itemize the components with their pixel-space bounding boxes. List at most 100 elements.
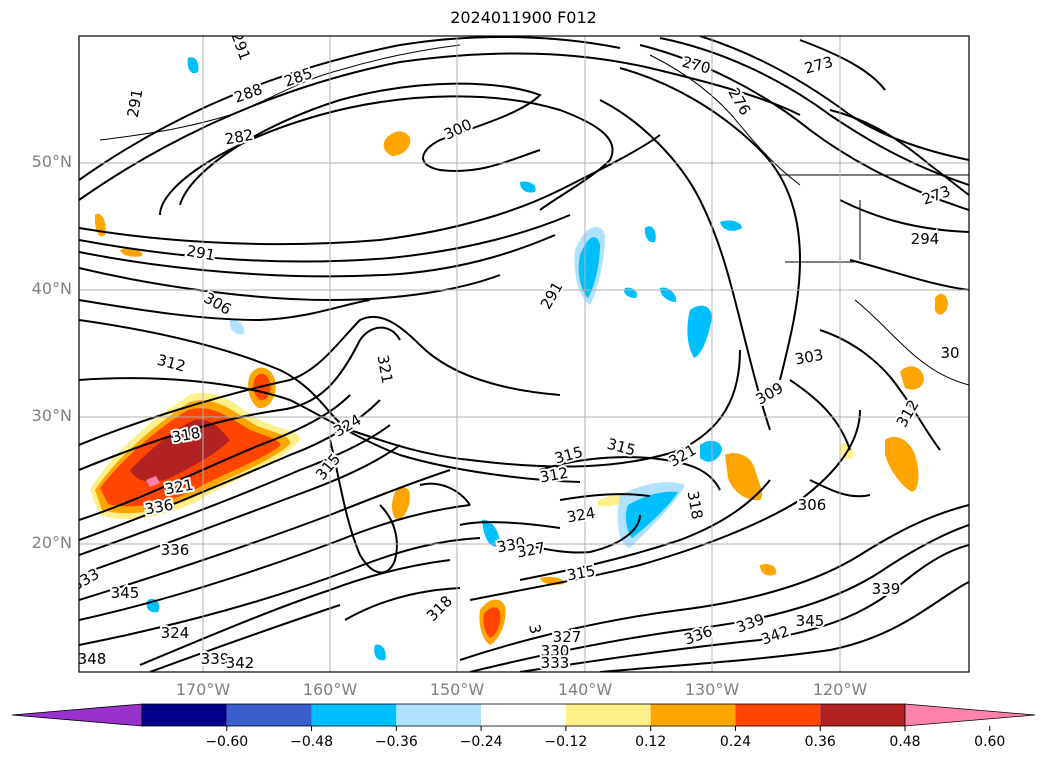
lat-label-50n: 50°N (31, 152, 72, 171)
contour-label: 270 (680, 53, 712, 78)
contour-label-halo: 345 (796, 612, 825, 630)
contour-label: 330 (495, 534, 526, 557)
shaded-negative-regions (146, 57, 742, 661)
contour-label-halo: 324 (161, 624, 190, 642)
contour-label: 312 (155, 351, 187, 376)
contour-label-halo: 339 (201, 650, 230, 668)
colorbar-tick-label: 0.36 (804, 734, 836, 750)
colorbar-tick-label: −0.36 (374, 734, 418, 750)
contour-label: 318 (170, 424, 201, 447)
contour-label-halo: 342 (226, 654, 255, 672)
colorbar (11, 703, 1036, 731)
colorbar-segment (820, 704, 905, 726)
contour-label: 291 (227, 30, 254, 63)
contour-label: 321 (163, 476, 194, 499)
colorbar-segment (226, 704, 312, 726)
colorbar-extend-high (904, 703, 1036, 727)
contour-label: 339 (201, 650, 230, 668)
contour-label: 273 (803, 53, 835, 78)
contour-label: 294 (911, 230, 940, 248)
contour-label: 327 (553, 628, 582, 646)
contour-label: 312 (538, 464, 569, 487)
contour-label-halo: 348 (78, 650, 107, 668)
contour-label-halo: 330 (541, 642, 570, 660)
contour-label-halo: 333 (541, 654, 570, 672)
contour-label: 345 (796, 612, 825, 630)
contour-label: 330 (541, 642, 570, 660)
map-plot-area: 2912912882882852852822822912913003002702… (78, 30, 969, 672)
lon-label-150w: 150°W (429, 680, 485, 699)
contour-label: 333 (541, 654, 570, 672)
contour-label: 300 (441, 115, 475, 143)
contour-label: 291 (537, 279, 567, 313)
contour-label: 318 (684, 489, 707, 520)
contour-label-halo: 327 (515, 539, 546, 562)
colorbar-segment (481, 704, 566, 726)
lon-label-130w: 130°W (684, 680, 740, 699)
contour-label: 327 (515, 539, 546, 562)
contour-label: 306 (798, 496, 827, 514)
colorbar-tick-label: −0.24 (459, 734, 503, 750)
colorbar-tick-label: −0.12 (544, 734, 588, 750)
contour-label: 285 (282, 64, 315, 91)
contour-label: 282 (223, 126, 254, 149)
graticule (79, 36, 969, 672)
lon-label-120w: 120°W (812, 680, 868, 699)
colorbar-tick-label: −0.60 (205, 734, 249, 750)
lon-label-140w: 140°W (557, 680, 613, 699)
colorbar-tick-label: 0.24 (719, 734, 752, 750)
contour-label-halo: 30 (940, 344, 959, 362)
lon-label-160w: 160°W (302, 680, 358, 699)
contour-label: 324 (161, 624, 190, 642)
map-title: 2024011900 F012 (450, 8, 597, 27)
colorbar-extend-low (11, 703, 143, 727)
contour-label-halo: 345 (111, 584, 140, 602)
contour-label: 339 (872, 580, 901, 598)
contour-label-halo: 336 (161, 541, 190, 559)
lon-label-170w: 170°W (175, 680, 231, 699)
contour-label-halo: 318 (170, 424, 201, 447)
colorbar-segment (311, 704, 397, 726)
lat-label-40n: 40°N (31, 279, 72, 298)
colorbar-segment (396, 704, 482, 726)
contour-label: 309 (753, 379, 787, 409)
contour-label-halo: 306 (798, 496, 827, 514)
contour-label: 336 (161, 541, 190, 559)
colorbar-segment (142, 704, 227, 726)
contour-label: 342 (226, 654, 255, 672)
contour-label: 3 (525, 623, 544, 636)
contour-label: 312 (893, 397, 923, 431)
colorbar-tick-label: 0.60 (974, 734, 1006, 750)
colorbar-tick-label: 0.12 (635, 734, 667, 750)
contour-label: 348 (78, 650, 107, 668)
contour-label: 291 (124, 87, 147, 118)
contour-label-halo: 327 (553, 628, 582, 646)
contour-label: 321 (374, 353, 397, 384)
contour-label: 336 (143, 496, 174, 519)
colorbar-tick-label: −0.48 (290, 734, 333, 750)
shaded-positive-regions (90, 131, 948, 645)
colorbar-segment (650, 704, 736, 726)
lat-label-30n: 30°N (31, 406, 72, 425)
contour-label-halo: 294 (911, 230, 940, 248)
contour-label: 273 (920, 182, 953, 209)
contour-label: 30 (940, 344, 959, 362)
contour-label: 345 (111, 584, 140, 602)
colorbar-tick-label: 0.48 (889, 734, 921, 750)
coastlines (99, 44, 969, 386)
colorbar-segment (565, 704, 651, 726)
contour-label: 324 (565, 504, 596, 527)
contour-label: 315 (565, 562, 596, 585)
contour-label: 291 (185, 242, 216, 265)
contour-label: 315 (553, 443, 585, 468)
contour-labels: 2912912882882852852822822912913003002702… (78, 30, 962, 672)
lat-label-20n: 20°N (31, 533, 72, 552)
contour-label: 303 (793, 346, 824, 369)
contour-label: 318 (423, 592, 456, 625)
contour-label-halo: 339 (872, 580, 901, 598)
colorbar-segment (735, 704, 821, 726)
contour-label: 315 (605, 435, 637, 460)
contour-lines (79, 36, 969, 672)
map-frame (78, 35, 970, 673)
